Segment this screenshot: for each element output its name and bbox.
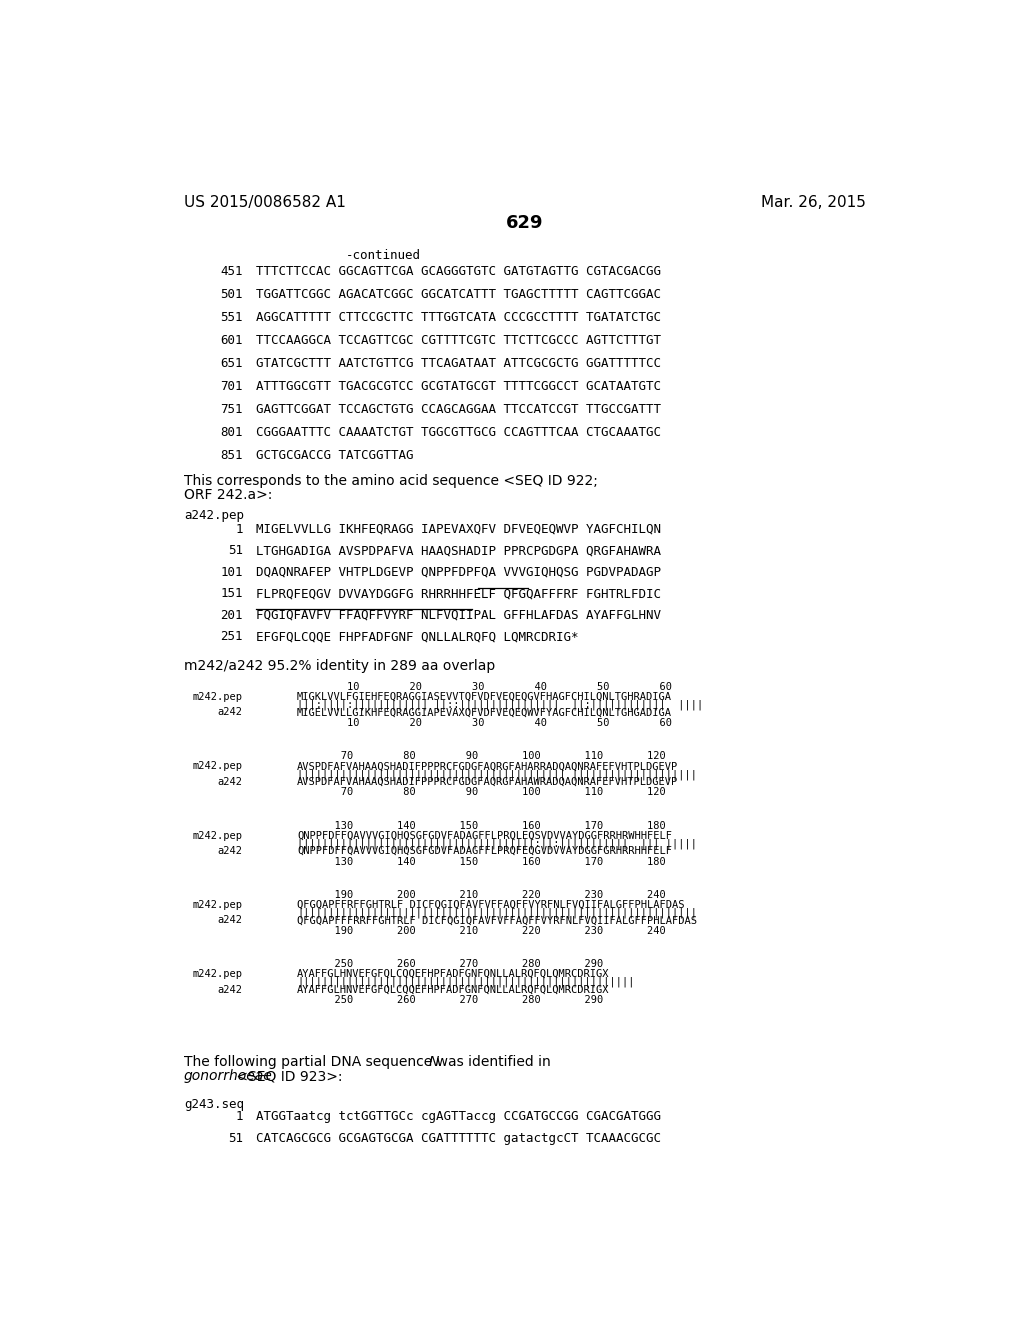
- Text: 751: 751: [220, 404, 243, 416]
- Text: 151: 151: [220, 587, 243, 601]
- Text: GAGTTCGGAT TCCAGCTGTG CCAGCAGGAA TTCCATCCGT TTGCCGATTT: GAGTTCGGAT TCCAGCTGTG CCAGCAGGAA TTCCATC…: [256, 404, 660, 416]
- Text: QFGQAPFFFRRFFGHTRLF DICFQGIQFAVFVFFAQFFVYRFNLFVQIIFALGFFPHLAFDAS: QFGQAPFFFRRFFGHTRLF DICFQGIQFAVFVFFAQFFV…: [297, 915, 697, 925]
- Text: a242: a242: [218, 915, 243, 925]
- Text: m242/a242 95.2% identity in 289 aa overlap: m242/a242 95.2% identity in 289 aa overl…: [183, 659, 495, 673]
- Text: QNPPFDFFQAVVVGIQHQSGFGDVFADAGFFLPRQLEQSVDVVAYDGGFRRHRWHHFELF: QNPPFDFFQAVVVGIQHQSGFGDVFADAGFFLPRQLEQSV…: [297, 830, 672, 841]
- Text: QNPPFDFFQAVVVGIQHQSGFGDVFADAGFFLPRQFEQGVDVVAYDGGFGRHRRHHFELF: QNPPFDFFQAVVVGIQHQSGFGDVFADAGFFLPRQFEQGV…: [297, 846, 672, 855]
- Text: ||||||||||||||||||||||||||||||||||||||||||| ||||||||||||||||||||: ||||||||||||||||||||||||||||||||||||||||…: [297, 770, 697, 780]
- Text: g243.seq: g243.seq: [183, 1098, 244, 1111]
- Text: N.: N.: [428, 1056, 443, 1069]
- Text: 250       260       270       280       290: 250 260 270 280 290: [297, 995, 603, 1006]
- Text: MIGELVVLLGIKHFEQRAGGIAPEVAXQFVDFVEQEQWVFYAGFCHILQNLTGHGADIGA: MIGELVVLLGIKHFEQRAGGIAPEVAXQFVDFVEQEQWVF…: [297, 708, 672, 717]
- Text: CGGGAATTTC CAAAATCTGT TGGCGTTGCG CCAGTTTCAA CTGCAAATGC: CGGGAATTTC CAAAATCTGT TGGCGTTGCG CCAGTTT…: [256, 426, 660, 440]
- Text: GCTGCGACCG TATCGGTTAG: GCTGCGACCG TATCGGTTAG: [256, 449, 414, 462]
- Text: 51: 51: [227, 1131, 243, 1144]
- Text: m242.pep: m242.pep: [193, 692, 243, 702]
- Text: FLPRQFEQGV DVVAYDGGFG RHRRHHFELF QFGQAFFFRF FGHTRLFDIC: FLPRQFEQGV DVVAYDGGFG RHRRHHFELF QFGQAFF…: [256, 587, 660, 601]
- Text: a242: a242: [218, 985, 243, 994]
- Text: a242: a242: [218, 846, 243, 855]
- Text: 551: 551: [220, 312, 243, 323]
- Text: AYAFFGLHNVEFGFQLCQQEFHPFADFGNFQNLLALRQFQLQMRCDRIGX: AYAFFGLHNVEFGFQLCQQEFHPFADFGNFQNLLALRQFQ…: [297, 969, 609, 979]
- Text: MIGELVVLLG IKHFEQRAGG IAPEVAXQFV DFVEQEQWVP YAGFCHILQN: MIGELVVLLG IKHFEQRAGG IAPEVAXQFV DFVEQEQ…: [256, 523, 660, 536]
- Text: a242: a242: [218, 776, 243, 787]
- Text: TTCCAAGGCA TCCAGTTCGC CGTTTTCGTC TTCTTCGCCC AGTTCTTTGT: TTCCAAGGCA TCCAGTTCGC CGTTTTCGTC TTCTTCG…: [256, 334, 660, 347]
- Text: 1: 1: [236, 1110, 243, 1123]
- Text: ORF 242.a>:: ORF 242.a>:: [183, 488, 272, 502]
- Text: MIGKLVVLFGIEHFEQRAGGIASEVVTQFVDFVEQEQGVFHAGFCHILQNLTGHRADIGA: MIGKLVVLFGIEHFEQRAGGIASEVVTQFVDFVEQEQGVF…: [297, 692, 672, 702]
- Text: 130       140       150       160       170       180: 130 140 150 160 170 180: [297, 857, 666, 867]
- Text: 201: 201: [220, 609, 243, 622]
- Text: Mar. 26, 2015: Mar. 26, 2015: [761, 195, 866, 210]
- Text: QFGQAPFFRFFGHTRLF DICFQGIQFAVFVFFAQFFVYRFNLFVQIIFALGFFPHLAFDAS: QFGQAPFFRFFGHTRLF DICFQGIQFAVFVFFAQFFVYR…: [297, 900, 684, 909]
- Text: US 2015/0086582 A1: US 2015/0086582 A1: [183, 195, 346, 210]
- Text: ATTTGGCGTT TGACGCGTCC GCGTATGCGT TTTTCGGCCT GCATAATGTC: ATTTGGCGTT TGACGCGTCC GCGTATGCGT TTTTCGG…: [256, 380, 660, 393]
- Text: GTATCGCTTT AATCTGTTCG TTCAGATAAT ATTCGCGCTG GGATTTTTCC: GTATCGCTTT AATCTGTTCG TTCAGATAAT ATTCGCG…: [256, 358, 660, 370]
- Text: AGGCATTTTT CTTCCGCTTC TTTGGTCATA CCCGCCTTTT TGATATCTGC: AGGCATTTTT CTTCCGCTTC TTTGGTCATA CCCGCCT…: [256, 312, 660, 323]
- Text: AVSPDFAFVAHAAQSHADIFPPPRCFGDGFAQRGFAHAWRADQAQNRAFEFVHTPLDGEVP: AVSPDFAFVAHAAQSHADIFPPPRCFGDGFAQRGFAHAWR…: [297, 776, 678, 787]
- Text: 851: 851: [220, 449, 243, 462]
- Text: TTTCTTCCAC GGCAGTTCGA GCAGGGTGTC GATGTAGTTG CGTACGACGG: TTTCTTCCAC GGCAGTTCGA GCAGGGTGTC GATGTAG…: [256, 264, 660, 277]
- Text: 190       200       210       220       230       240: 190 200 210 220 230 240: [297, 927, 666, 936]
- Text: DQAQNRAFEP VHTPLDGEVP QNPPFDPFQA VVVGIQHQSG PGDVPADAGP: DQAQNRAFEP VHTPLDGEVP QNPPFDPFQA VVVGIQH…: [256, 566, 660, 578]
- Text: 251: 251: [220, 631, 243, 643]
- Text: a242.pep: a242.pep: [183, 508, 244, 521]
- Text: 250       260       270       280       290: 250 260 270 280 290: [297, 960, 603, 969]
- Text: LTGHGADIGA AVSPDPAFVA HAAQSHADIP PPRCPGDGPA QRGFAHAWRA: LTGHGADIGA AVSPDPAFVA HAAQSHADIP PPRCPGD…: [256, 544, 660, 557]
- Text: 651: 651: [220, 358, 243, 370]
- Text: 501: 501: [220, 288, 243, 301]
- Text: ATGGTaatcg tctGGTTGCc cgAGTTaccg CCGATGCCGG CGACGATGGG: ATGGTaatcg tctGGTTGCc cgAGTTaccg CCGATGC…: [256, 1110, 660, 1123]
- Text: ||||||||||||||||||||||||||||||||||||||:||:|||||||||||  ||| |||||: ||||||||||||||||||||||||||||||||||||||:|…: [297, 838, 697, 849]
- Text: m242.pep: m242.pep: [193, 830, 243, 841]
- Text: 10        20        30        40        50        60: 10 20 30 40 50 60: [297, 718, 672, 729]
- Text: m242.pep: m242.pep: [193, 900, 243, 909]
- Text: ||||||||||||||||||||||||||||||||||||||||||||||||||||||||||||||||: ||||||||||||||||||||||||||||||||||||||||…: [297, 908, 697, 919]
- Text: 130       140       150       160       170       180: 130 140 150 160 170 180: [297, 821, 666, 830]
- Text: The following partial DNA sequence was identified in: The following partial DNA sequence was i…: [183, 1056, 555, 1069]
- Text: 70        80        90       100       110       120: 70 80 90 100 110 120: [297, 751, 666, 762]
- Text: |||:||||:|||||||||||| ||::||||||||||||||||  ||:||||||||||||  ||||: |||:||||:|||||||||||| ||::||||||||||||||…: [297, 700, 703, 710]
- Text: EFGFQLCQQE FHPFADFGNF QNLLALRQFQ LQMRCDRIG*: EFGFQLCQQE FHPFADFGNF QNLLALRQFQ LQMRCDR…: [256, 631, 579, 643]
- Text: 10        20        30        40        50        60: 10 20 30 40 50 60: [297, 682, 672, 692]
- Text: This corresponds to the amino acid sequence <SEQ ID 922;: This corresponds to the amino acid seque…: [183, 474, 598, 488]
- Text: FQGIQFAVFV FFAQFFVYRF NLFVQIIPAL GFFHLAFDAS AYAFFGLHNV: FQGIQFAVFV FFAQFFVYRF NLFVQIIPAL GFFHLAF…: [256, 609, 660, 622]
- Text: 101: 101: [220, 566, 243, 578]
- Text: AYAFFGLHNVEFGFQLCQQEFHPFADFGNFQNLLALRQFQLQMRCDRIGX: AYAFFGLHNVEFGFQLCQQEFHPFADFGNFQNLLALRQFQ…: [297, 985, 609, 994]
- Text: CATCAGCGCG GCGAGTGCGA CGATTTTTTC gatactgcCT TCAAACGCGC: CATCAGCGCG GCGAGTGCGA CGATTTTTTC gatactg…: [256, 1131, 660, 1144]
- Text: AVSPDFAFVAHAAQSHADIFPPPRCFGDGFAQRGFAHARRADQAQNRAFEFVHTPLDGEVP: AVSPDFAFVAHAAQSHADIFPPPRCFGDGFAQRGFAHARR…: [297, 762, 678, 771]
- Text: a242: a242: [218, 708, 243, 717]
- Text: 601: 601: [220, 334, 243, 347]
- Text: gonorrhoeae: gonorrhoeae: [183, 1069, 272, 1084]
- Text: 51: 51: [227, 544, 243, 557]
- Text: 451: 451: [220, 264, 243, 277]
- Text: TGGATTCGGC AGACATCGGC GGCATCATTT TGAGCTTTTT CAGTTCGGAC: TGGATTCGGC AGACATCGGC GGCATCATTT TGAGCTT…: [256, 288, 660, 301]
- Text: 1: 1: [236, 523, 243, 536]
- Text: 70        80        90       100       110       120: 70 80 90 100 110 120: [297, 788, 666, 797]
- Text: -continued: -continued: [346, 249, 421, 263]
- Text: m242.pep: m242.pep: [193, 969, 243, 979]
- Text: 629: 629: [506, 214, 544, 232]
- Text: 801: 801: [220, 426, 243, 440]
- Text: 190       200       210       220       230       240: 190 200 210 220 230 240: [297, 890, 666, 900]
- Text: 701: 701: [220, 380, 243, 393]
- Text: m242.pep: m242.pep: [193, 762, 243, 771]
- Text: <SEQ ID 923>:: <SEQ ID 923>:: [232, 1069, 343, 1084]
- Text: ||||||||||||||||||||||||||||||||||||||||||||||||||||||: ||||||||||||||||||||||||||||||||||||||||…: [297, 977, 635, 987]
